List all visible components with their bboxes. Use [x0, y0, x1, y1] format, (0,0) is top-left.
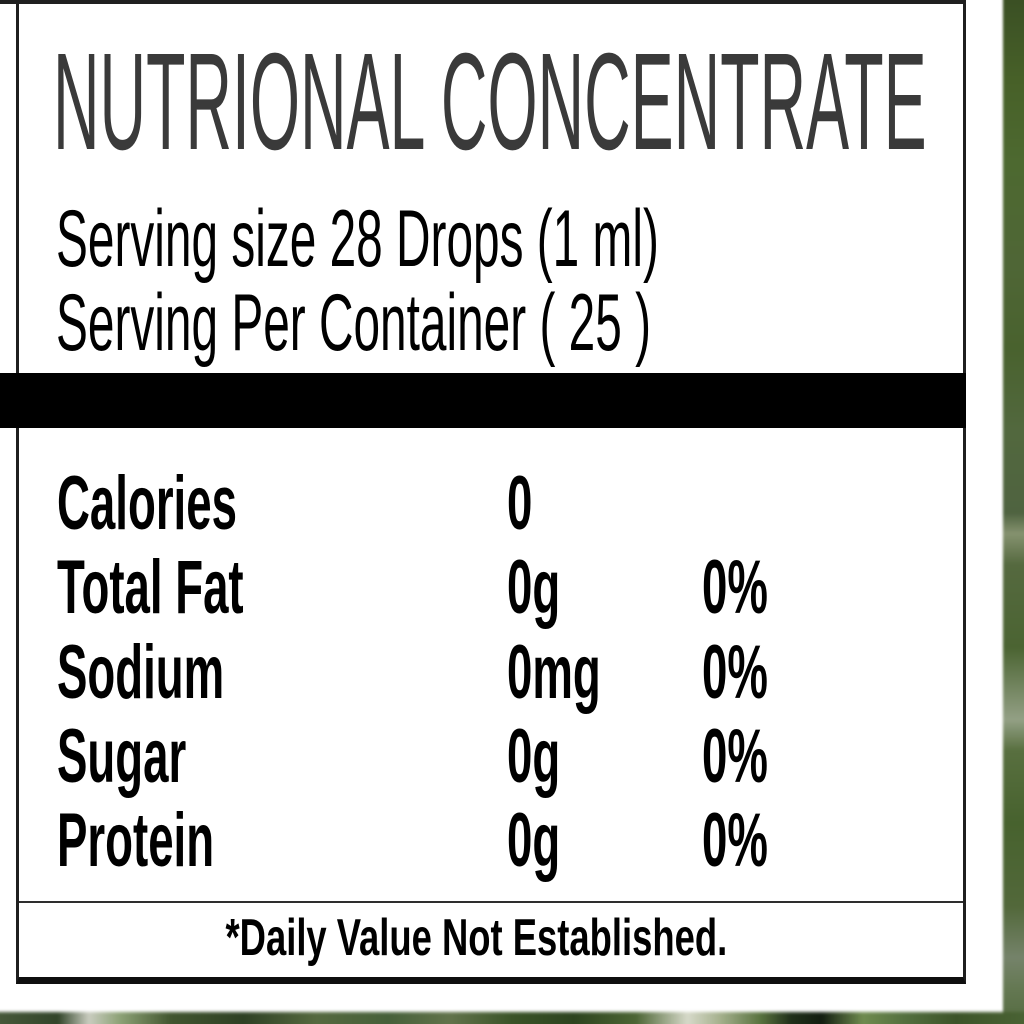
nutrient-amount: 0mg	[507, 630, 601, 715]
nutrient-amount: 0	[507, 461, 533, 546]
label-top-border	[0, 0, 966, 4]
footnote-divider	[19, 901, 963, 903]
nutrition-label-panel	[16, 4, 966, 984]
nutrient-name: Sugar	[57, 714, 187, 799]
nutrient-amount: 0g	[507, 545, 561, 630]
servings-per-container-line: Serving Per Container ( 25 )	[56, 278, 651, 368]
nutrient-name: Calories	[57, 461, 237, 546]
separator-bar	[0, 373, 966, 428]
nutrient-name: Protein	[57, 798, 215, 883]
nutrient-amount: 0g	[507, 798, 561, 883]
nutrient-name: Total Fat	[57, 545, 244, 630]
serving-size-line: Serving size 28 Drops (1 ml)	[56, 194, 659, 284]
background-photo-right-strip	[1003, 0, 1024, 1024]
nutrient-daily-value: 0%	[702, 545, 768, 630]
nutrient-name: Sodium	[57, 630, 225, 715]
daily-value-footnote: *Daily Value Not Established.	[16, 912, 966, 964]
label-title: NUTRIONAL CONCENTRATE	[53, 25, 927, 179]
nutrient-daily-value: 0%	[702, 798, 768, 883]
nutrient-amount: 0g	[507, 714, 561, 799]
nutrient-daily-value: 0%	[702, 630, 768, 715]
daily-value-footnote-text: *Daily Value Not Established.	[225, 909, 727, 967]
nutrient-daily-value: 0%	[702, 714, 768, 799]
background-photo-bottom-strip	[0, 1012, 1024, 1024]
